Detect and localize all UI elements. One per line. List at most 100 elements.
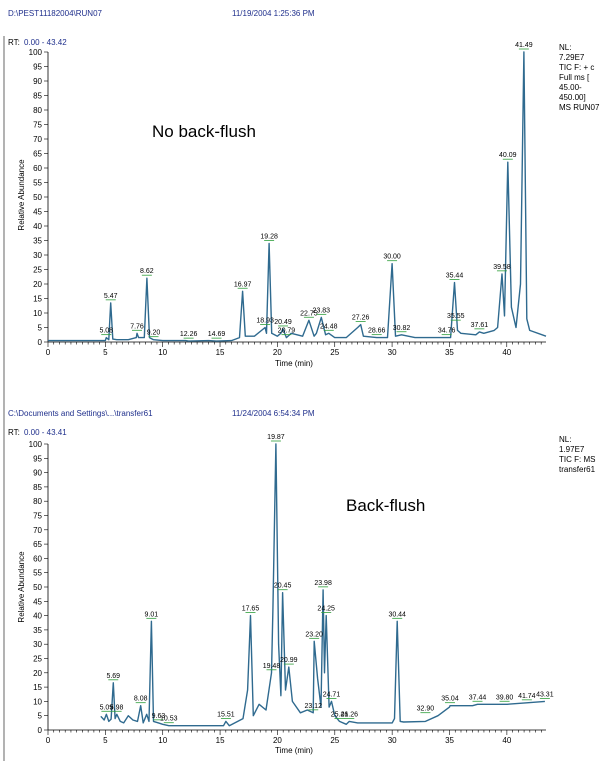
y-tick-label: 40 (33, 612, 42, 621)
y-tick-label: 70 (33, 135, 42, 144)
x-tick-label: 10 (158, 348, 167, 357)
y-tick-label: 100 (29, 48, 43, 57)
y-tick-label: 10 (33, 309, 42, 318)
y-tick-label: 5 (38, 712, 43, 721)
y-tick-label: 10 (33, 697, 42, 706)
run-timestamp: 11/24/2004 6:54:34 PM (232, 409, 315, 418)
peak-label: 39.58 (493, 264, 511, 271)
y-tick-label: 30 (33, 640, 42, 649)
y-tick-label: 40 (33, 222, 42, 231)
peak-label: 5.98 (110, 704, 124, 711)
chromatogram-panel-no-backflush: D:\PEST11182004\RUN07 11/19/2004 1:25:36… (8, 9, 600, 368)
x-tick-label: 35 (445, 348, 454, 357)
peak-label: 15.51 (217, 711, 235, 718)
peak-label: 16.97 (234, 281, 252, 288)
nl-line: 1.97E7 (559, 445, 585, 454)
y-tick-label: 55 (33, 569, 42, 578)
x-tick-label: 15 (216, 736, 225, 745)
peak-label: 37.61 (471, 322, 489, 329)
peak-label: 5.69 (106, 673, 120, 680)
x-axis-label: Time (min) (275, 746, 313, 755)
y-tick-label: 100 (29, 440, 43, 449)
peak-label: 35.55 (447, 313, 465, 320)
y-tick-label: 50 (33, 193, 42, 202)
x-tick-label: 25 (330, 736, 339, 745)
nl-line: Full ms [ (559, 73, 590, 82)
peak-label: 20.99 (280, 657, 298, 664)
y-tick-label: 75 (33, 121, 42, 130)
peak-label: 22.75 (300, 310, 318, 317)
peak-label: 5.08 (99, 328, 113, 335)
peak-label: 19.28 (260, 233, 278, 240)
peak-label: 41.49 (515, 42, 533, 49)
y-tick-label: 35 (33, 626, 42, 635)
run-timestamp: 11/19/2004 1:25:36 PM (232, 9, 315, 18)
tic-trace (48, 51, 547, 342)
nl-line: NL: (559, 435, 571, 444)
nl-line: MS RUN07 (559, 103, 600, 112)
x-tick-label: 5 (103, 348, 108, 357)
peak-label: 7.76 (130, 323, 144, 330)
peak-label: 8.08 (134, 696, 148, 703)
x-tick-label: 30 (388, 348, 397, 357)
peak-label: 20.79 (278, 328, 296, 335)
y-tick-label: 70 (33, 526, 42, 535)
peak-label: 40.09 (499, 152, 517, 159)
peak-label: 23.20 (305, 631, 323, 638)
peak-label: 23.98 (314, 580, 332, 587)
y-tick-label: 85 (33, 92, 42, 101)
peak-label: 5.09 (100, 704, 114, 711)
y-tick-label: 25 (33, 266, 42, 275)
y-tick-label: 30 (33, 251, 42, 260)
x-axis-label: Time (min) (275, 359, 313, 368)
peak-label: 10.53 (160, 716, 178, 723)
peak-label: 12.26 (180, 331, 198, 338)
chart-title: Back-flush (346, 496, 425, 515)
y-tick-label: 35 (33, 237, 42, 246)
x-tick-label: 30 (388, 736, 397, 745)
y-tick-label: 80 (33, 106, 42, 115)
y-tick-label: 65 (33, 540, 42, 549)
y-axis-label: Relative Abundance (17, 551, 26, 623)
rt-range: 0.00 - 43.42 (24, 38, 67, 47)
nl-info: NL: 7.29E7 TIC F: + c Full ms [ 45.00- 4… (559, 43, 600, 112)
y-axis-label: Relative Abundance (17, 159, 26, 231)
peak-label: 41.74 (518, 693, 536, 700)
x-tick-label: 35 (445, 736, 454, 745)
peak-label: 35.04 (441, 696, 459, 703)
y-tick-label: 0 (38, 338, 43, 347)
peak-label: 24.48 (320, 323, 338, 330)
peak-label: 23.83 (313, 307, 331, 314)
y-tick-label: 45 (33, 208, 42, 217)
peak-label: 24.71 (323, 691, 341, 698)
peak-label: 17.65 (242, 606, 260, 613)
y-tick-label: 0 (38, 726, 43, 735)
y-tick-label: 60 (33, 164, 42, 173)
nl-line: transfer61 (559, 465, 596, 474)
x-tick-label: 5 (103, 736, 108, 745)
file-path: C:\Documents and Settings\...\transfer61 (8, 409, 153, 418)
peak-label: 24.25 (317, 606, 335, 613)
x-tick-label: 25 (330, 348, 339, 357)
chart-marks: 0510152025303540455055606570758085909510… (29, 434, 554, 745)
peak-label: 39.80 (496, 694, 514, 701)
peak-label: 27.26 (352, 315, 370, 322)
peak-label: 20.49 (274, 319, 292, 326)
y-tick-label: 60 (33, 554, 42, 563)
nl-info: NL: 1.97E7 TIC F: MS transfer61 (559, 435, 596, 474)
peak-label: 30.00 (383, 254, 401, 261)
peak-label: 5.47 (104, 293, 118, 300)
x-tick-label: 10 (158, 736, 167, 745)
rt-label: RT: (8, 428, 20, 437)
y-tick-label: 80 (33, 497, 42, 506)
y-tick-label: 90 (33, 469, 42, 478)
y-tick-label: 15 (33, 683, 42, 692)
nl-line: NL: (559, 43, 571, 52)
x-tick-label: 0 (46, 348, 51, 357)
chart-marks: 0510152025303540455055606570758085909510… (29, 42, 547, 357)
peak-label: 9.63 (152, 713, 166, 720)
x-tick-label: 40 (502, 348, 511, 357)
y-tick-label: 75 (33, 512, 42, 521)
peak-label: 19.87 (267, 434, 285, 441)
